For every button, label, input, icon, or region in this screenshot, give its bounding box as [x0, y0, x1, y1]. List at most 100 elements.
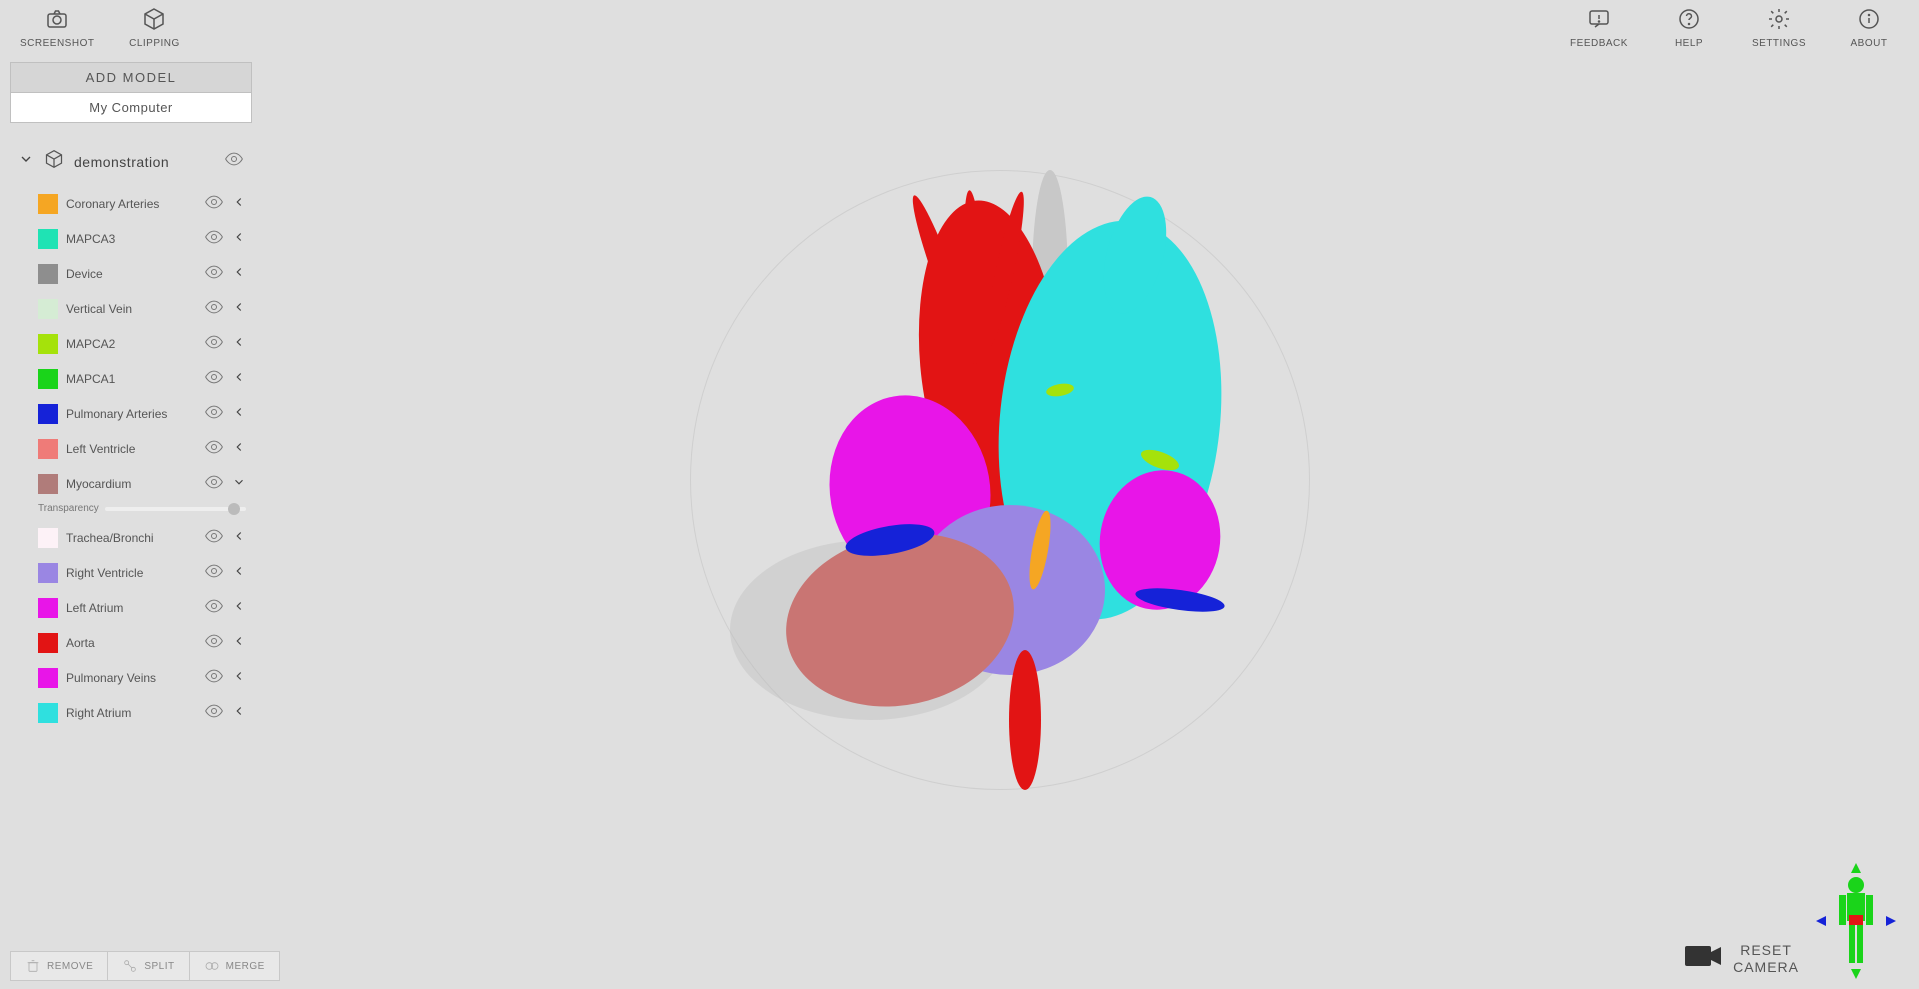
about-label: ABOUT: [1851, 38, 1888, 49]
about-button[interactable]: ABOUT: [1839, 0, 1899, 50]
layer-row[interactable]: Myocardium: [38, 466, 252, 501]
clipping-button[interactable]: CLIPPING: [124, 0, 184, 50]
eye-icon[interactable]: [204, 297, 224, 320]
chevron-left-icon[interactable]: [232, 669, 246, 686]
layer-name: Device: [66, 267, 196, 281]
layer-name: Pulmonary Veins: [66, 671, 196, 685]
color-swatch[interactable]: [38, 229, 58, 249]
eye-icon[interactable]: [204, 332, 224, 355]
feedback-button[interactable]: FEEDBACK: [1569, 0, 1629, 50]
layer-row[interactable]: Aorta: [38, 625, 252, 660]
color-swatch[interactable]: [38, 703, 58, 723]
color-swatch[interactable]: [38, 264, 58, 284]
eye-icon[interactable]: [204, 666, 224, 689]
cube-icon: [44, 149, 64, 174]
color-swatch[interactable]: [38, 474, 58, 494]
eye-icon[interactable]: [204, 262, 224, 285]
help-button[interactable]: HELP: [1659, 0, 1719, 50]
layer-row[interactable]: Pulmonary Veins: [38, 660, 252, 695]
eye-icon[interactable]: [204, 367, 224, 390]
color-swatch[interactable]: [38, 439, 58, 459]
layer-name: Vertical Vein: [66, 302, 196, 316]
transparency-slider[interactable]: [105, 507, 246, 511]
toolbar-left-group: SCREENSHOT CLIPPING: [20, 0, 184, 50]
eye-icon[interactable]: [204, 472, 224, 495]
layer-row[interactable]: MAPCA3: [38, 221, 252, 256]
split-button[interactable]: SPLIT: [108, 952, 189, 980]
eye-icon[interactable]: [204, 402, 224, 425]
settings-label: SETTINGS: [1752, 38, 1806, 49]
color-swatch[interactable]: [38, 528, 58, 548]
chevron-left-icon[interactable]: [232, 634, 246, 651]
chevron-left-icon[interactable]: [232, 265, 246, 282]
info-icon: [1857, 7, 1881, 36]
eye-icon[interactable]: [204, 561, 224, 584]
layer-row[interactable]: Device: [38, 256, 252, 291]
chevron-left-icon[interactable]: [232, 405, 246, 422]
eye-icon[interactable]: [204, 631, 224, 654]
eye-icon[interactable]: [204, 227, 224, 250]
color-swatch[interactable]: [38, 194, 58, 214]
settings-button[interactable]: SETTINGS: [1749, 0, 1809, 50]
eye-icon[interactable]: [204, 701, 224, 724]
remove-label: REMOVE: [47, 961, 93, 972]
color-swatch[interactable]: [38, 633, 58, 653]
layer-name: Left Atrium: [66, 601, 196, 615]
layer-row[interactable]: Coronary Arteries: [38, 186, 252, 221]
color-swatch[interactable]: [38, 334, 58, 354]
chevron-left-icon[interactable]: [232, 230, 246, 247]
chevron-left-icon[interactable]: [232, 195, 246, 212]
layer-row[interactable]: Trachea/Bronchi: [38, 520, 252, 555]
reset-camera-line1: RESET: [1733, 942, 1799, 959]
layer-row[interactable]: Pulmonary Arteries: [38, 396, 252, 431]
layer-name: Pulmonary Arteries: [66, 407, 196, 421]
merge-label: MERGE: [226, 961, 265, 972]
layer-name: MAPCA3: [66, 232, 196, 246]
eye-icon[interactable]: [204, 437, 224, 460]
eye-icon[interactable]: [204, 526, 224, 549]
remove-button[interactable]: REMOVE: [11, 952, 108, 980]
chevron-left-icon[interactable]: [232, 599, 246, 616]
chevron-left-icon[interactable]: [232, 564, 246, 581]
camera-icon: [45, 7, 69, 36]
layer-row[interactable]: Vertical Vein: [38, 291, 252, 326]
layer-name: Myocardium: [66, 477, 196, 491]
top-toolbar: SCREENSHOT CLIPPING FEEDBACK HELP SETTIN…: [0, 0, 1919, 50]
model-3d-render[interactable]: [690, 160, 1310, 800]
chevron-left-icon[interactable]: [232, 529, 246, 546]
color-swatch[interactable]: [38, 369, 58, 389]
layer-row[interactable]: MAPCA1: [38, 361, 252, 396]
eye-icon[interactable]: [224, 149, 244, 174]
toolbar-right-group: FEEDBACK HELP SETTINGS ABOUT: [1569, 0, 1899, 50]
layer-row[interactable]: Right Atrium: [38, 695, 252, 730]
help-label: HELP: [1675, 38, 1703, 49]
chevron-down-icon[interactable]: [232, 475, 246, 492]
eye-icon[interactable]: [204, 596, 224, 619]
screenshot-button[interactable]: SCREENSHOT: [20, 0, 94, 50]
chevron-down-icon[interactable]: [18, 151, 34, 172]
color-swatch[interactable]: [38, 404, 58, 424]
layer-row[interactable]: Left Ventricle: [38, 431, 252, 466]
layer-row[interactable]: MAPCA2: [38, 326, 252, 361]
chevron-left-icon[interactable]: [232, 440, 246, 457]
transparency-label: Transparency: [38, 503, 99, 514]
color-swatch[interactable]: [38, 598, 58, 618]
chevron-left-icon[interactable]: [232, 300, 246, 317]
color-swatch[interactable]: [38, 668, 58, 688]
viewport[interactable]: RESET CAMERA: [260, 50, 1919, 989]
color-swatch[interactable]: [38, 299, 58, 319]
chevron-left-icon[interactable]: [232, 370, 246, 387]
eye-icon[interactable]: [204, 192, 224, 215]
chevron-left-icon[interactable]: [232, 335, 246, 352]
color-swatch[interactable]: [38, 563, 58, 583]
chevron-left-icon[interactable]: [232, 704, 246, 721]
layer-row[interactable]: Left Atrium: [38, 590, 252, 625]
orientation-widget[interactable]: [1811, 861, 1901, 981]
bottom-action-bar: REMOVE SPLIT MERGE: [10, 951, 280, 981]
clipping-label: CLIPPING: [129, 38, 180, 49]
reset-camera-line2: CAMERA: [1733, 959, 1799, 976]
model-root[interactable]: demonstration: [10, 143, 252, 180]
my-computer-button[interactable]: My Computer: [10, 93, 252, 123]
reset-camera-button[interactable]: RESET CAMERA: [1683, 940, 1799, 977]
layer-row[interactable]: Right Ventricle: [38, 555, 252, 590]
